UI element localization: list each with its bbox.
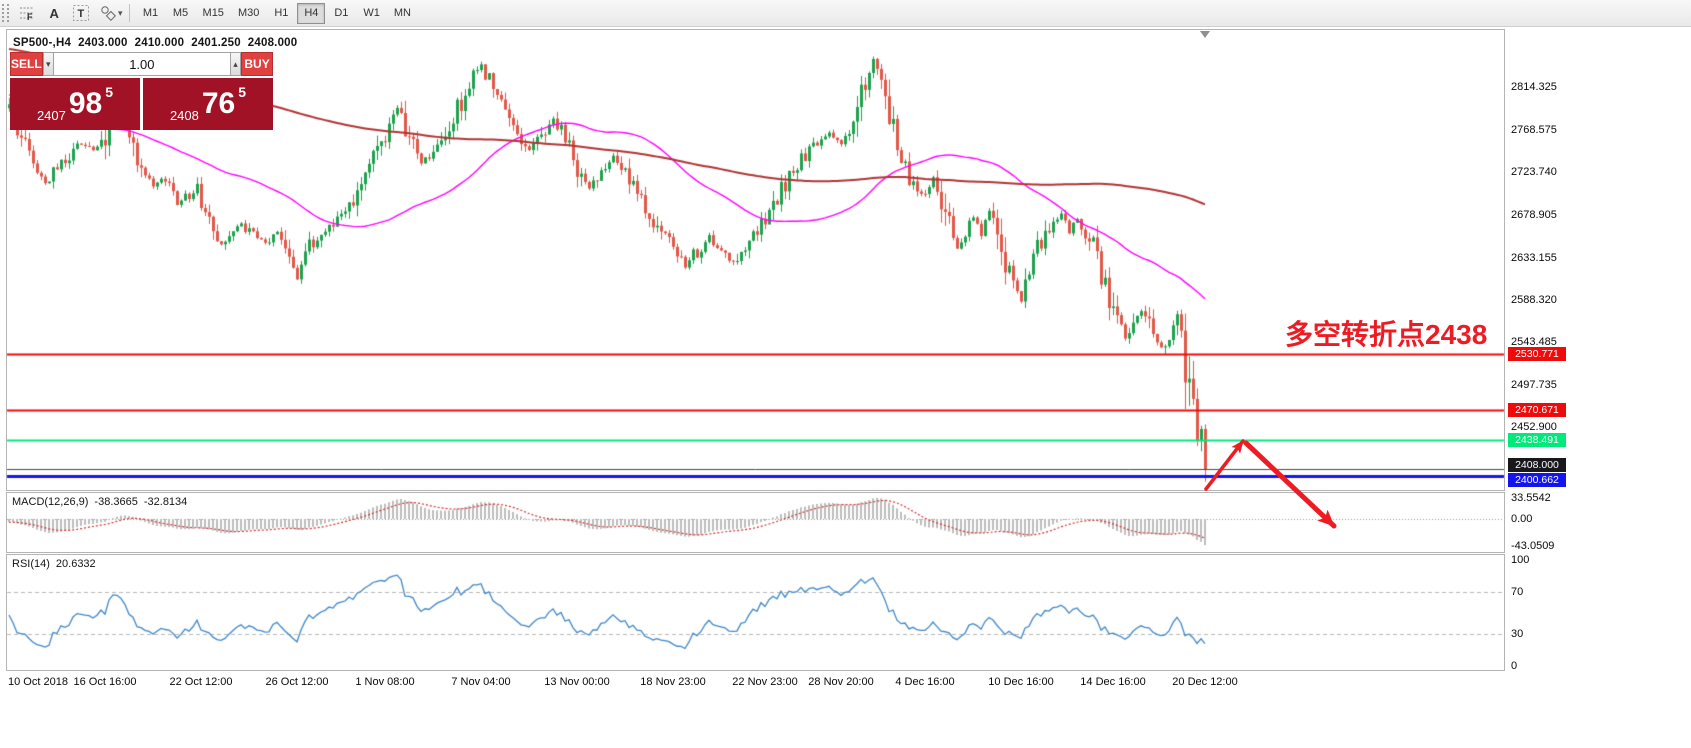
rsi-axis-label: 30 [1511,628,1524,641]
fibonacci-icon: F [19,7,34,22]
price-level-chip: 2400.662 [1508,473,1566,488]
svg-text:F: F [27,12,33,22]
sell-price-fraction: 5 [105,84,114,100]
rsi-axis-label: 70 [1511,585,1524,598]
macd-name: MACD(12,26,9) [12,496,89,508]
ohlc-open: 2403.000 [78,37,128,49]
price-level-chip: 2530.771 [1508,346,1566,361]
time-axis-label: 14 Dec 16:00 [1080,676,1146,688]
price-axis-label: 2543.485 [1511,335,1557,348]
timeframe-button-m30[interactable]: M30 [232,3,265,24]
price-axis-label: 2723.740 [1511,166,1557,179]
price-axis-label: 2633.155 [1511,251,1557,264]
sell-price-main: 2407 [36,108,66,123]
caret-down-icon: ▾ [46,58,51,69]
rsi-axis-label: 0 [1511,660,1518,672]
price-axis-label: 2497.735 [1511,378,1557,391]
symbol-timeframe: SP500-,H4 [13,37,72,49]
time-axis[interactable]: 10 Oct 2018 16 Oct 16:00 22 Oct 12:00 26 Oc… [0,671,1691,696]
timeframe-button-h4[interactable]: H4 [297,2,326,24]
ohlc-low: 2401.250 [191,37,241,49]
price-level-chip: 2438.491 [1508,433,1566,448]
macd-value-signal: -32.8134 [143,496,188,508]
timeframe-button-h1[interactable]: H1 [267,3,295,24]
timeframe-button-mn[interactable]: MN [388,3,417,24]
volume-input[interactable] [53,52,230,76]
objects-icon [100,6,116,21]
price-axis[interactable]: 2814.325 2768.575 2723.740 2678.905 2633.155… [1507,0,1571,748]
price-level-chip: 2408.000 [1508,458,1566,473]
fibonacci-tool-button[interactable]: F [14,2,39,24]
ohlc-high: 2410.000 [134,37,185,49]
text-label-icon: A [49,6,59,21]
time-axis-label: 7 Nov 04:00 [451,676,511,688]
time-axis-label: 22 Oct 12:00 [169,676,233,688]
macd-axis-label: 0.00 [1511,513,1533,525]
volume-increase-button[interactable]: ▴ [229,52,242,76]
chart-title: SP500-,H4 2403.000 2410.000 2401.250 240… [13,37,297,49]
time-axis-label: 20 Dec 12:00 [1172,676,1238,688]
macd-axis-label: -43.0509 [1511,539,1555,552]
timeframe-button-w1[interactable]: W1 [357,3,386,24]
rsi-axis-label: 100 [1511,554,1530,566]
time-axis-label: 4 Dec 16:00 [895,676,955,688]
price-axis-label: 2588.320 [1511,293,1557,306]
price-axis-label: 2452.900 [1511,420,1557,433]
toolbar-separator [128,4,130,22]
macd-indicator-label: MACD(12,26,9) -38.3665 -32.8134 [12,496,187,508]
buy-price-main: 2408 [169,108,199,123]
timeframe-button-d1[interactable]: D1 [327,3,355,24]
time-axis-label: 1 Nov 08:00 [355,676,415,688]
toolbar-grip[interactable] [2,4,9,22]
volume-decrease-button[interactable]: ▾ [42,52,54,76]
sell-button[interactable]: SELL [10,52,43,76]
timeframe-button-m1[interactable]: M1 [137,3,165,24]
panel-splitter[interactable] [6,552,1505,555]
time-axis-label: 26 Oct 12:00 [265,676,329,688]
price-axis-label: 2768.575 [1511,124,1557,137]
toolbar: F A T ▾ M1 M5 M15 M30 H1 H4 D1 W1 MN [0,0,1691,27]
buy-price-pips: 76 [201,87,236,120]
time-axis-label: 16 Oct 16:00 [73,676,137,688]
time-axis-label: 10 Dec 16:00 [988,676,1054,688]
panel-splitter[interactable] [6,490,1505,493]
macd-axis-label: 33.5542 [1511,491,1551,504]
time-axis-label: 22 Nov 23:00 [732,676,798,688]
objects-dropdown-caret[interactable]: ▾ [118,7,123,18]
buy-price-display[interactable]: 2408 76 5 [143,78,273,130]
timeframe-button-m15[interactable]: M15 [197,3,230,24]
rsi-name: RSI(14) [12,558,50,570]
one-click-trading-panel: SELL ▾ ▴ BUY 2407 98 5 2408 76 5 [10,52,274,130]
textbox-tool-button[interactable]: T [68,2,93,24]
text-label-tool-button[interactable]: A [41,2,66,24]
price-axis-label: 2678.905 [1511,208,1557,221]
time-axis-label: 18 Nov 23:00 [640,676,706,688]
caret-up-icon: ▴ [233,58,238,69]
time-axis-label: 13 Nov 00:00 [544,676,610,688]
time-axis-label: 10 Oct 2018 [8,676,68,688]
rsi-indicator-label: RSI(14) 20.6332 [12,558,96,570]
rsi-value: 20.6332 [55,558,96,570]
objects-tool-button[interactable] [95,2,120,24]
buy-price-fraction: 5 [238,84,247,100]
price-level-chip: 2470.671 [1508,403,1566,418]
svg-text:A: A [49,6,59,21]
pivot-annotation-text[interactable]: 多空转折点2438 [1285,319,1488,350]
svg-text:T: T [77,8,84,20]
chart-shift-end-marker[interactable] [1200,31,1210,38]
buy-button[interactable]: BUY [241,52,274,76]
macd-value-main: -38.3665 [94,496,138,508]
ohlc-close: 2408.000 [247,37,298,49]
timeframe-button-m5[interactable]: M5 [167,3,195,24]
price-axis-label: 2814.325 [1511,81,1557,94]
timeframe-toolbar: M1 M5 M15 M30 H1 H4 D1 W1 MN [136,2,418,24]
sell-price-pips: 98 [68,87,103,120]
textbox-icon: T [72,5,89,21]
sell-price-display[interactable]: 2407 98 5 [10,78,140,130]
time-axis-label: 28 Nov 20:00 [808,676,874,688]
